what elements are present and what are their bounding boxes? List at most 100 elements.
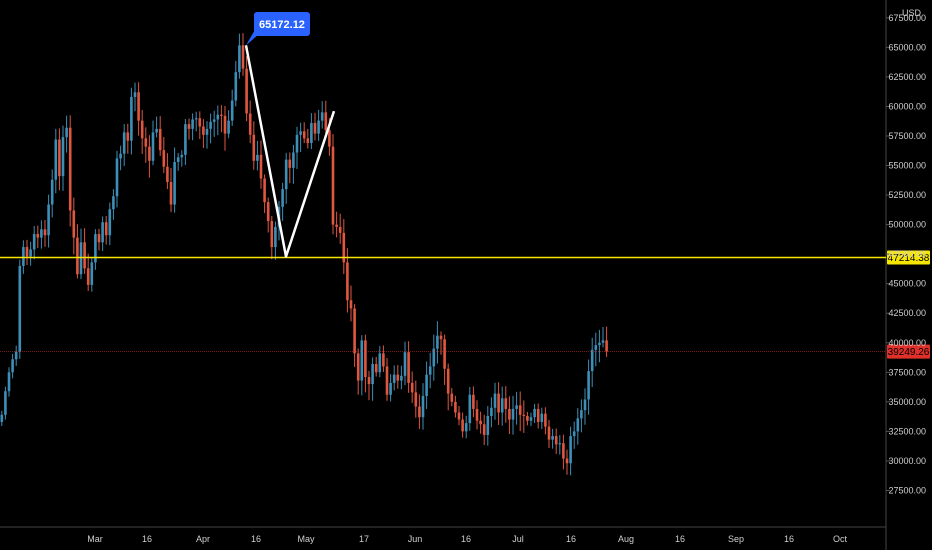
horizontal-levels[interactable]: 47214.38 39249.26 [0, 250, 930, 359]
candle-body [227, 120, 230, 134]
candle-body [374, 364, 378, 373]
time-axis-label: Aug [618, 534, 634, 544]
price-axis-label: 55000.00 [888, 161, 926, 171]
candle-body [245, 68, 248, 114]
candle-body [180, 154, 184, 158]
candle-body [137, 92, 140, 121]
peak-callout[interactable]: 65172.12 [246, 12, 310, 46]
price-axis[interactable]: 27500.00 30000.00 32500.00 35000.00 37500.00… [886, 13, 926, 496]
candle-body [295, 134, 299, 153]
candle-body [328, 130, 331, 147]
candle-body [324, 112, 328, 131]
candle-body [439, 335, 443, 340]
time-axis-label: Oct [833, 534, 848, 544]
time-axis-label: 17 [359, 534, 369, 544]
candle-body [248, 113, 252, 135]
time-axis-label: Mar [87, 534, 103, 544]
price-axis-label: 65000.00 [888, 42, 926, 52]
candle-body [252, 134, 256, 161]
candle-body [601, 340, 605, 343]
candle-body [590, 349, 594, 372]
candle-body [479, 420, 482, 425]
candle-body [0, 414, 4, 422]
candle-body [94, 234, 97, 263]
candle-body [454, 401, 457, 413]
candle-body [342, 232, 346, 263]
candle-body [238, 45, 241, 73]
candle-body [65, 127, 68, 138]
candle-body [284, 159, 288, 190]
candle-body [317, 120, 320, 134]
level-price-tag[interactable] [887, 250, 930, 265]
candle-body [335, 224, 338, 227]
candle-body [133, 92, 137, 97]
price-axis-label: 45000.00 [888, 279, 926, 289]
candle-body [151, 132, 155, 161]
time-axis-label: 16 [566, 534, 576, 544]
candle-body [346, 262, 349, 301]
price-axis-label: 62500.00 [888, 72, 926, 82]
candle-body [155, 128, 158, 133]
candle-body [569, 436, 572, 464]
candle-body [83, 242, 86, 269]
candle-body [58, 139, 61, 177]
candle-body [425, 374, 428, 396]
candle-body [490, 407, 493, 417]
candle-body [4, 391, 7, 415]
candle-body [378, 353, 382, 373]
candle-body [529, 417, 533, 421]
candle-body [457, 412, 461, 420]
candle-body [511, 408, 515, 420]
price-axis-label: 50000.00 [888, 220, 926, 230]
candle-body [90, 262, 94, 285]
candle-body [371, 364, 374, 385]
candle-body [176, 157, 180, 162]
candle-body [130, 96, 133, 141]
candle-body [11, 359, 14, 373]
candle-body [392, 374, 396, 383]
candle-body [223, 115, 227, 134]
candle-body [486, 416, 490, 435]
pattern-drawing[interactable] [244, 45, 336, 258]
candle-body [313, 122, 317, 134]
candle-body [576, 418, 580, 432]
level-price-tag[interactable] [887, 344, 930, 359]
candle-body [281, 189, 284, 207]
price-axis-label: 47500.00 [888, 249, 926, 259]
candle-body [353, 308, 356, 354]
candle-body [400, 375, 403, 381]
candle-body [515, 405, 518, 409]
candle-body [108, 209, 112, 236]
candle-body [482, 424, 486, 435]
price-axis-label: 67500.00 [888, 13, 926, 23]
candle-body [209, 121, 212, 129]
candle-body [443, 339, 446, 369]
candle-body [166, 166, 169, 183]
price-axis-label: 37500.00 [888, 367, 926, 377]
candle-body [504, 398, 508, 409]
candle-body [518, 405, 522, 415]
pattern-line[interactable] [244, 45, 336, 258]
candle-body [7, 372, 11, 392]
time-axis[interactable]: Mar 16 Apr 16 May 17 Jun 16 Jul 16 Aug 16 Sep 16 Oct [87, 534, 847, 544]
candle-body [198, 118, 202, 127]
candle-body [144, 138, 148, 147]
time-axis-label: Jul [512, 534, 524, 544]
candle-body [572, 431, 576, 437]
candle-body [446, 368, 450, 394]
price-axis-label: 35000.00 [888, 397, 926, 407]
candle-body [450, 393, 454, 402]
candle-body [43, 229, 47, 236]
candle-body [497, 393, 500, 413]
candle-body [310, 122, 313, 144]
candle-body [140, 120, 144, 139]
candle-body [385, 366, 389, 395]
price-axis-label: 30000.00 [888, 456, 926, 466]
callout-box[interactable] [254, 12, 310, 36]
candle-body [212, 119, 216, 122]
candle-body [475, 408, 479, 421]
candle-body [14, 351, 18, 360]
candle-body [299, 131, 302, 135]
candle-body [288, 159, 292, 168]
